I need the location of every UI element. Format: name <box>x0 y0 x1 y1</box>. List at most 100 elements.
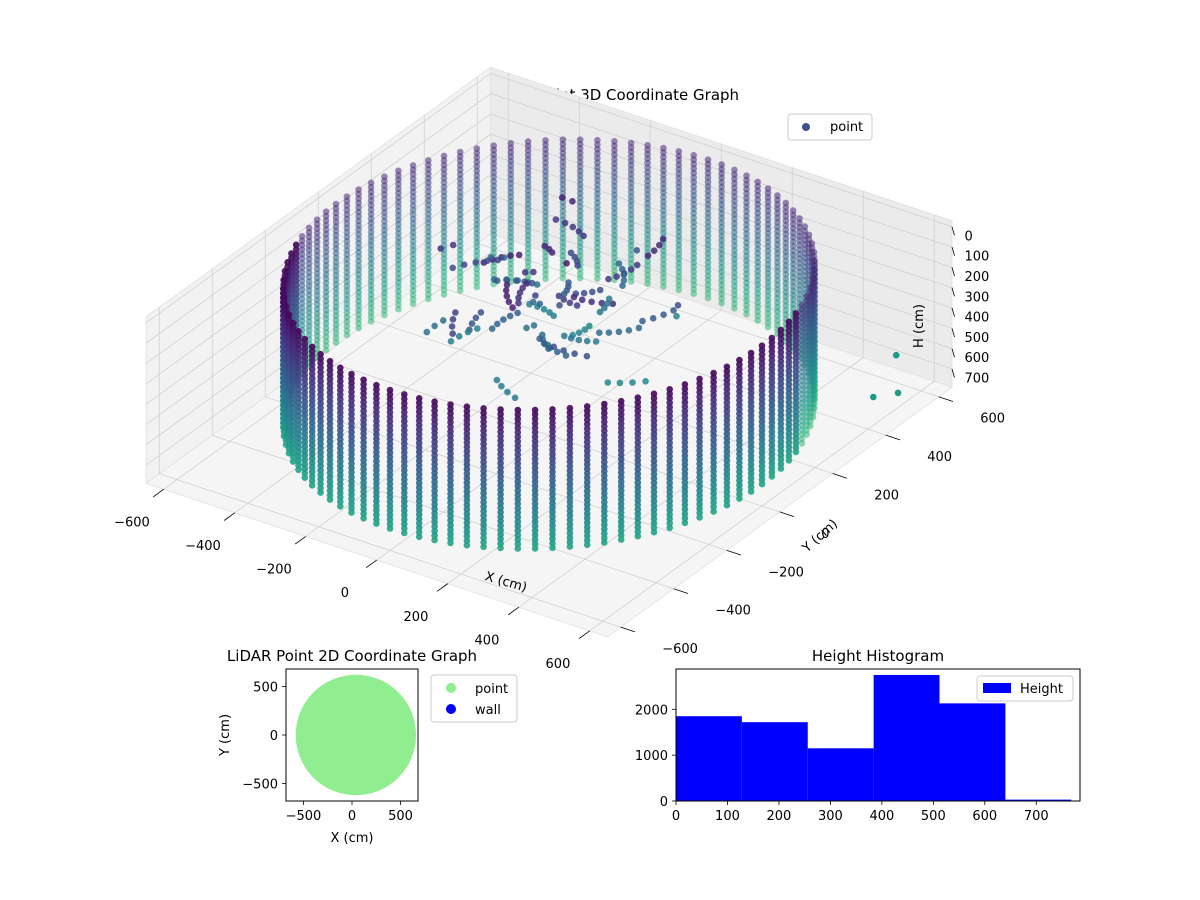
x-tick-label: 400 <box>475 633 500 648</box>
data-point <box>493 277 501 285</box>
data-point <box>301 474 309 482</box>
data-point <box>633 261 641 269</box>
x-tick-label: 100 <box>715 809 740 824</box>
data-point <box>731 305 738 312</box>
data-point <box>620 271 628 279</box>
data-point <box>803 431 810 438</box>
plot-3d-zlabel: H (cm) <box>912 304 927 348</box>
z-tick-mark <box>951 307 955 317</box>
data-point <box>556 302 563 309</box>
data-point <box>768 473 776 480</box>
data-point <box>580 289 588 297</box>
plot-3d-points <box>279 136 902 552</box>
data-point <box>617 536 625 543</box>
grid-line <box>477 242 939 398</box>
data-point <box>540 340 548 347</box>
y-tick-mark <box>938 396 954 402</box>
legend-point-marker <box>802 123 810 131</box>
z-tick-mark <box>951 287 955 297</box>
data-point <box>601 539 608 546</box>
data-point <box>696 514 703 521</box>
data-point <box>456 287 464 294</box>
data-point <box>480 543 487 551</box>
y-tick-label: 400 <box>927 450 952 465</box>
data-point <box>649 315 657 322</box>
data-point <box>723 501 731 509</box>
data-point <box>463 541 471 549</box>
data-point <box>509 304 516 311</box>
data-point <box>512 277 520 284</box>
data-point <box>588 298 595 306</box>
data-point <box>627 266 635 273</box>
data-point <box>449 330 457 338</box>
data-point <box>531 545 539 552</box>
data-point <box>660 283 667 290</box>
data-point <box>536 335 543 343</box>
x-tick-mark <box>223 512 235 521</box>
data-point <box>560 296 568 303</box>
legend-wall-label: wall <box>475 703 501 718</box>
data-point <box>894 389 902 397</box>
data-point <box>523 324 530 332</box>
plot-2d-data <box>295 674 417 796</box>
data-point <box>425 295 432 303</box>
data-point <box>472 259 480 266</box>
histogram-frame <box>675 668 1081 802</box>
data-point <box>552 216 560 223</box>
data-point <box>521 269 529 276</box>
data-point <box>473 283 481 291</box>
grid-line <box>145 73 491 324</box>
data-point <box>596 329 603 337</box>
data-point <box>437 245 445 252</box>
histogram-bar <box>939 703 1006 801</box>
data-point <box>468 320 476 327</box>
z-tick-mark <box>951 368 955 378</box>
y-tick-label: 200 <box>874 488 899 503</box>
x-tick-label: 400 <box>869 809 894 824</box>
y-tick-label: 500 <box>253 680 278 695</box>
data-point <box>633 247 641 254</box>
data-point <box>592 338 600 345</box>
data-point <box>574 262 581 269</box>
y-tick-label: −400 <box>715 604 751 619</box>
x-tick-mark <box>294 536 306 545</box>
z-tick-mark <box>951 246 955 256</box>
data-point <box>498 382 505 390</box>
data-point <box>605 329 613 336</box>
data-point <box>447 539 454 547</box>
data-point <box>569 223 577 231</box>
data-point <box>601 304 608 312</box>
data-point <box>308 482 316 489</box>
data-point <box>550 312 557 320</box>
data-point <box>549 544 556 552</box>
y-tick-label: 600 <box>980 412 1005 427</box>
data-point <box>583 352 591 360</box>
data-point <box>493 376 501 384</box>
data-point <box>532 292 539 299</box>
plot-2d-legend: point wall <box>430 674 518 723</box>
data-point <box>589 288 596 296</box>
grid-line <box>371 319 833 474</box>
plot-2d-title: LiDAR Point 2D Coordinate Graph <box>227 647 477 665</box>
histogram-legend: Height <box>976 675 1074 702</box>
data-point <box>575 329 583 337</box>
x-tick-mark <box>578 630 590 639</box>
histogram-ticks: 0 100 200 300 400 500 600 700 0 1000 2000 <box>635 703 1049 824</box>
data-point <box>326 496 334 503</box>
data-point <box>516 289 524 297</box>
data-point <box>415 533 423 541</box>
z-tick-label: 300 <box>965 290 990 305</box>
grid-line <box>589 380 935 632</box>
data-point <box>494 320 501 328</box>
x-tick-mark <box>152 488 164 498</box>
data-point <box>567 335 575 342</box>
legend-point-label: point <box>830 120 863 135</box>
x-tick-label: −500 <box>286 809 322 824</box>
data-point <box>561 219 569 227</box>
data-point <box>355 324 362 332</box>
histogram-bar <box>1005 799 1072 801</box>
histogram-bar <box>873 674 940 801</box>
data-point <box>423 328 431 336</box>
data-point <box>447 338 455 345</box>
data-point <box>754 317 761 324</box>
